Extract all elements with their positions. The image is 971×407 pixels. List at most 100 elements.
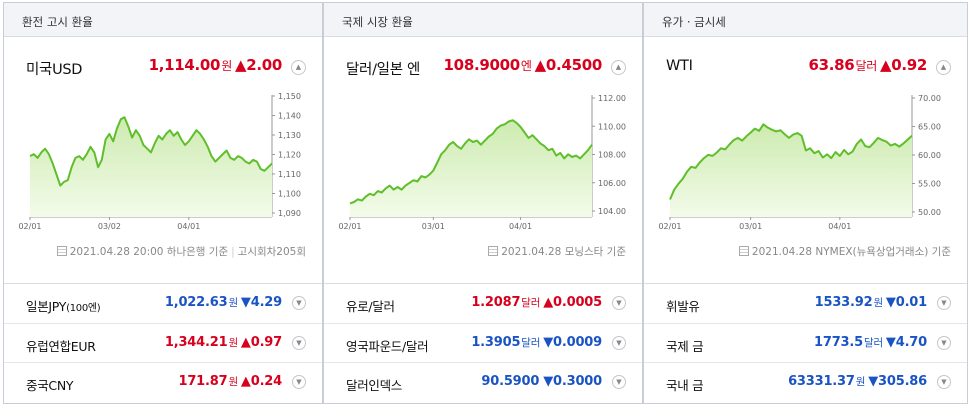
wti-chart: 70.00 65.00 60.00 55.00 50.00 02/01 03/01 04/01 <box>658 94 941 231</box>
main-quote-unit: 원 <box>221 59 232 73</box>
chevron-up-icon: ▲ <box>940 63 947 71</box>
x-tick-label: 02/01 <box>658 222 681 231</box>
main-quote-name[interactable]: WTI <box>666 58 693 74</box>
list-item[interactable]: 유럽연합EUR 1,344.21원 ▲0.97 ▼ <box>4 324 322 363</box>
expand-toggle-button[interactable]: ▼ <box>612 335 626 350</box>
row-value: 90.5900 ▼0.3000 <box>481 374 602 389</box>
down-arrow-icon: ▼ <box>885 295 896 310</box>
up-arrow-icon: ▲ <box>543 295 554 310</box>
expand-toggle-button[interactable]: ▼ <box>937 296 951 310</box>
main-quote-change: 0.92 <box>891 56 927 74</box>
list-item[interactable]: 일본JPY(100엔) 1,022.63원 ▼4.29 ▼ <box>4 284 322 324</box>
row-name: 유럽연합EUR <box>26 338 96 354</box>
y-tick-label: 1,140 <box>278 112 301 121</box>
y-tick-label: 1,130 <box>278 131 301 140</box>
down-arrow-icon: ▼ <box>868 374 879 389</box>
chevron-down-icon: ▼ <box>296 338 302 347</box>
expand-toggle-button[interactable]: ▼ <box>937 335 951 350</box>
list-item[interactable]: 유로/달러 1.2087달러 ▲0.0005 ▼ <box>324 284 642 324</box>
area-fill <box>30 117 272 217</box>
y-tick-label: 110.00 <box>598 122 626 131</box>
list-item[interactable]: 국제 금 1773.5달러 ▼4.70 ▼ <box>644 324 967 363</box>
panel-header[interactable]: 국제 시장 환율 <box>324 3 642 37</box>
usd-jpy-chart: 112.00 110.00 108.00 106.00 104.00 02/01 03/01… <box>338 94 626 231</box>
panel-exchange-notice: 환전 고시 환율 미국USD 1,114.00원 ▲2.00 ▲ 1,150 1,1… <box>3 2 323 404</box>
x-tick-label: 03/01 <box>422 222 445 231</box>
collapse-toggle-button[interactable]: ▲ <box>936 60 951 75</box>
usd-chart: 1,150 1,140 1,130 1,120 1,110 1,100 1,090 02/01… <box>18 92 301 231</box>
expand-toggle-button[interactable]: ▼ <box>292 375 306 389</box>
source-info: 2021.04.28 20:00 하나은행 기준 | 고시회차205회 <box>56 244 306 259</box>
row-name: 국내 금 <box>666 378 704 393</box>
chevron-down-icon: ▼ <box>616 338 622 347</box>
row-name: 중국CNY <box>26 378 74 393</box>
collapse-toggle-button[interactable]: ▲ <box>611 60 626 75</box>
y-tick-label: 1,150 <box>278 92 301 101</box>
list-item[interactable]: 휘발유 1533.92원 ▼0.01 ▼ <box>644 284 967 324</box>
main-quote[interactable]: WTI 63.86달러 ▲0.92 ▲ <box>644 53 967 79</box>
list-item[interactable]: 달러인덱스 90.5900 ▼0.3000 ▼ <box>324 363 642 403</box>
chevron-up-icon: ▲ <box>295 63 302 71</box>
panel-header[interactable]: 환전 고시 환율 <box>4 3 322 37</box>
y-tick-label: 50.00 <box>918 208 941 217</box>
list-item[interactable]: 국내 금 63331.37원 ▼305.86 ▼ <box>644 363 967 403</box>
y-tick-label: 1,090 <box>278 209 301 218</box>
source-info: 2021.04.28 모닝스타 기준 <box>488 244 626 259</box>
quote-list: 휘발유 1533.92원 ▼0.01 ▼ 국제 금 1773.5달러 ▼4.70 ▼… <box>644 283 967 403</box>
x-tick-label: 03/02 <box>98 222 121 231</box>
expand-toggle-button[interactable]: ▼ <box>612 375 626 389</box>
main-quote-value: 1,114.00원 ▲2.00 <box>149 56 283 74</box>
row-value: 171.87원 ▲0.24 <box>178 374 282 389</box>
row-value: 1.2087달러 ▲0.0005 <box>471 295 602 310</box>
up-arrow-icon: ▲ <box>240 374 251 389</box>
y-tick-label: 65.00 <box>918 123 941 132</box>
source-extra: 고시회차205회 <box>237 246 306 258</box>
quote-list: 일본JPY(100엔) 1,022.63원 ▼4.29 ▼ 유럽연합EUR 1,3… <box>4 283 322 403</box>
list-item[interactable]: 중국CNY 171.87원 ▲0.24 ▼ <box>4 363 322 403</box>
y-tick-label: 70.00 <box>918 94 941 103</box>
y-tick-label: 1,120 <box>278 151 301 160</box>
source-info: 2021.04.28 NYMEX(뉴욕상업거래소) 기준 <box>738 244 951 259</box>
row-name: 국제 금 <box>666 338 704 354</box>
source-divider: | <box>231 246 235 258</box>
row-value: 1,344.21원 ▲0.97 <box>164 334 282 350</box>
y-tick-label: 104.00 <box>598 207 626 216</box>
main-quote[interactable]: 달러/일본 엔 108.9000엔 ▲0.4500 ▲ <box>324 53 642 79</box>
source-date: 2021.04.28 20:00 하나은행 기준 <box>69 246 229 258</box>
x-tick-label: 04/01 <box>828 222 851 231</box>
y-tick-label: 1,100 <box>278 190 301 199</box>
x-tick-label: 04/01 <box>509 222 532 231</box>
expand-toggle-button[interactable]: ▼ <box>292 335 306 350</box>
expand-toggle-button[interactable]: ▼ <box>612 296 626 310</box>
y-tick-label: 108.00 <box>598 151 626 160</box>
panel-intl-exchange: 국제 시장 환율 달러/일본 엔 108.9000엔 ▲0.4500 ▲ 112.… <box>323 2 643 404</box>
row-value: 1533.92원 ▼0.01 <box>814 295 928 310</box>
chevron-down-icon: ▼ <box>616 299 622 307</box>
main-quote-number: 63.86 <box>808 56 855 74</box>
panel-header[interactable]: 유가 · 금시세 <box>644 3 967 37</box>
main-quote[interactable]: 미국USD 1,114.00원 ▲2.00 ▲ <box>4 53 322 79</box>
list-item[interactable]: 영국파운드/달러 1.3905달러 ▼0.0009 ▼ <box>324 324 642 363</box>
chevron-down-icon: ▼ <box>616 378 622 386</box>
collapse-toggle-button[interactable]: ▲ <box>291 60 306 75</box>
main-quote-value: 63.86달러 ▲0.92 <box>809 56 928 74</box>
panel-oil-gold: 유가 · 금시세 WTI 63.86달러 ▲0.92 ▲ 70.00 65.00 60… <box>643 2 968 404</box>
main-quote-name[interactable]: 달러/일본 엔 <box>346 62 421 78</box>
main-quote-unit: 엔 <box>520 59 532 73</box>
row-value: 63331.37원 ▼305.86 <box>788 374 927 389</box>
chevron-down-icon: ▼ <box>941 299 947 307</box>
chevron-down-icon: ▼ <box>296 378 302 386</box>
series-line <box>349 119 593 205</box>
y-tick-label: 1,110 <box>278 170 301 179</box>
x-tick-label: 03/01 <box>739 222 762 231</box>
x-tick-label: 04/01 <box>177 222 200 231</box>
expand-toggle-button[interactable]: ▼ <box>292 296 306 310</box>
row-value: 1,022.63원 ▼4.29 <box>164 295 282 310</box>
up-arrow-icon: ▲ <box>879 56 892 74</box>
main-quote-change: 0.4500 <box>545 56 602 74</box>
chevron-up-icon: ▲ <box>615 63 622 71</box>
main-quote-name[interactable]: 미국USD <box>26 62 83 78</box>
row-value: 1773.5달러 ▼4.70 <box>814 334 927 350</box>
area-fill <box>350 120 592 217</box>
expand-toggle-button[interactable]: ▼ <box>937 375 951 389</box>
